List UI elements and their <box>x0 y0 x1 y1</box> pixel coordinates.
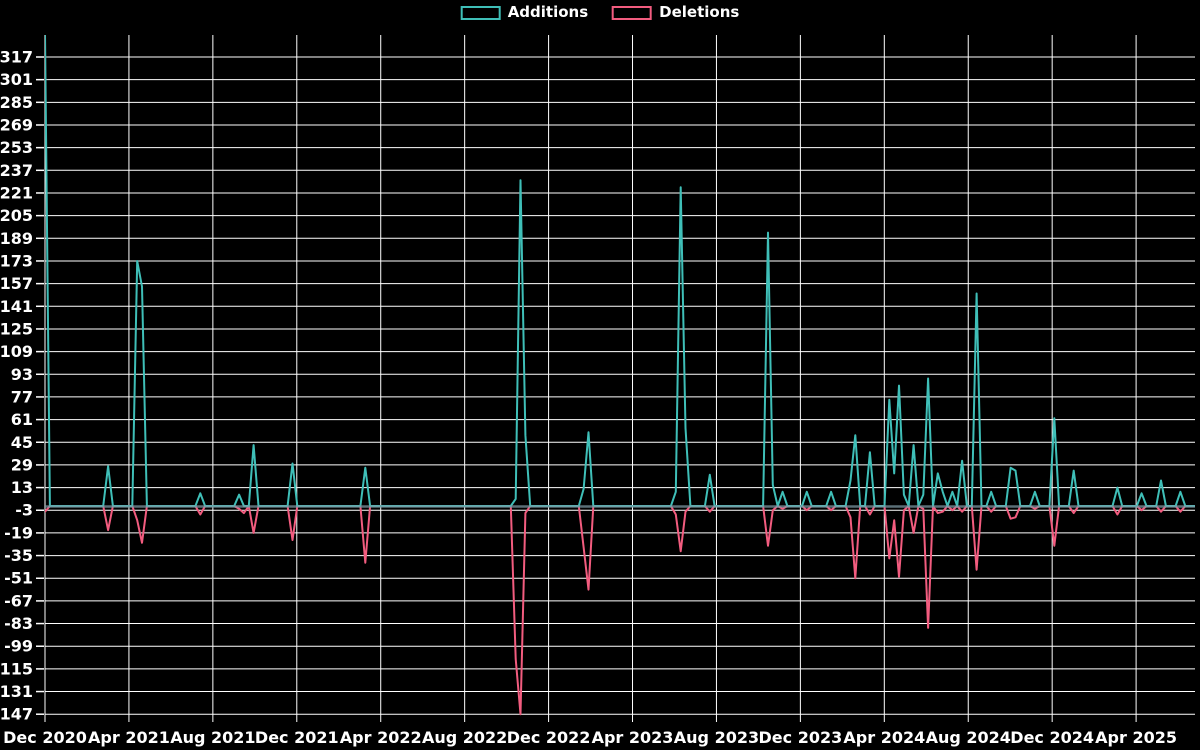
x-tick-label: Dec 2021 <box>255 728 339 747</box>
y-tick-label: 61 <box>11 410 33 429</box>
x-tick-label: Aug 2023 <box>674 728 759 747</box>
y-tick-label: 205 <box>0 206 33 225</box>
y-tick-label: 13 <box>11 478 33 497</box>
legend-item-deletions[interactable]: Deletions <box>612 5 739 20</box>
y-tick-label: -147 <box>0 705 33 724</box>
y-tick-label: 77 <box>11 387 33 406</box>
y-tick-label: 269 <box>0 115 33 134</box>
legend: Additions Deletions <box>460 3 739 21</box>
y-tick-label: -35 <box>4 546 33 565</box>
additions-line <box>45 35 1195 507</box>
y-tick-label: 29 <box>11 455 33 474</box>
y-tick-label: -83 <box>4 614 33 633</box>
y-tick-label: -99 <box>4 637 33 656</box>
y-tick-label: -3 <box>15 501 33 520</box>
x-tick-label: Dec 2022 <box>507 728 591 747</box>
y-tick-label: -67 <box>4 591 33 610</box>
additions-swatch-icon <box>460 5 501 20</box>
y-tick-label: 109 <box>0 342 33 361</box>
y-tick-label: 173 <box>0 251 33 270</box>
y-tick-label: 237 <box>0 161 33 180</box>
axis-labels: 317 301 285 269 253 237 221 205 189 173 157 141 125 1… <box>0 48 1177 748</box>
grid-lines <box>36 35 1195 722</box>
y-tick-label: 45 <box>11 433 33 452</box>
legend-item-additions[interactable]: Additions <box>460 3 589 21</box>
x-tick-label: Apr 2021 <box>88 728 170 747</box>
y-tick-label: -51 <box>4 569 33 588</box>
y-tick-label: -115 <box>0 659 33 678</box>
x-tick-label: Apr 2025 <box>1095 728 1177 747</box>
x-tick-label: Apr 2024 <box>843 728 925 747</box>
y-tick-label: -19 <box>4 523 33 542</box>
deletions-line <box>45 505 1195 716</box>
x-tick-label: Dec 2020 <box>3 728 87 747</box>
x-tick-label: Aug 2021 <box>170 728 255 747</box>
additions-legend-label: Additions <box>507 3 589 21</box>
y-tick-label: 141 <box>0 297 33 316</box>
y-tick-label: 125 <box>0 319 33 338</box>
y-tick-label: 221 <box>0 183 33 202</box>
y-tick-label: 285 <box>0 93 33 112</box>
x-tick-label: Aug 2022 <box>422 728 507 747</box>
x-tick-label: Dec 2024 <box>1010 728 1094 747</box>
y-tick-label: -131 <box>0 682 33 701</box>
x-tick-label: Dec 2023 <box>759 728 843 747</box>
y-tick-label: 93 <box>11 365 33 384</box>
y-tick-label: 317 <box>0 48 33 67</box>
x-tick-label: Apr 2022 <box>340 728 422 747</box>
deletions-swatch-icon <box>612 5 653 20</box>
y-tick-label: 157 <box>0 274 33 293</box>
y-tick-label: 253 <box>0 138 33 157</box>
x-tick-label: Apr 2023 <box>592 728 674 747</box>
y-tick-label: 301 <box>0 70 33 89</box>
y-tick-label: 189 <box>0 229 33 248</box>
x-tick-label: Aug 2024 <box>926 728 1011 747</box>
deletions-legend-label: Deletions <box>659 3 740 21</box>
